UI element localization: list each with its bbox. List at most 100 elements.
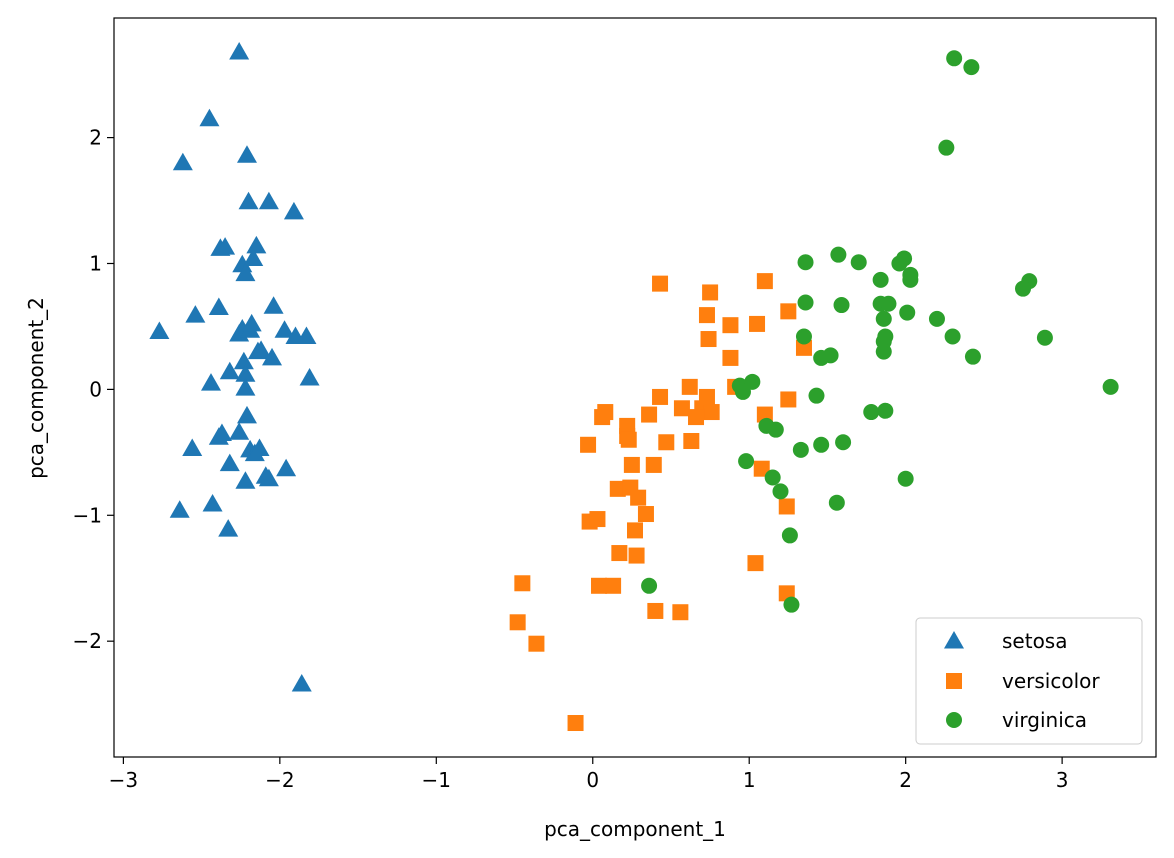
versicolor-point xyxy=(702,284,719,301)
legend-label-setosa: setosa xyxy=(1002,629,1067,653)
setosa-point xyxy=(291,673,312,692)
x-axis-label: pca_component_1 xyxy=(544,817,726,841)
versicolor-point xyxy=(672,604,689,621)
setosa-point xyxy=(149,321,170,339)
versicolor-point xyxy=(700,331,717,348)
setosa-point xyxy=(169,500,190,518)
virginica-point xyxy=(899,304,916,321)
legend: setosa versicolor virginica xyxy=(915,617,1143,745)
setosa-point xyxy=(235,364,256,382)
setosa-point xyxy=(296,326,317,345)
setosa-point xyxy=(299,368,320,386)
setosa-point xyxy=(185,305,206,323)
virginica-point xyxy=(738,453,755,470)
versicolor-point xyxy=(703,404,720,421)
virginica-point xyxy=(944,328,961,345)
versicolor-point xyxy=(594,409,611,426)
versicolor-point xyxy=(652,275,669,292)
virginica-point xyxy=(897,470,914,487)
virginica-point xyxy=(734,383,751,400)
x-tick-label: 3 xyxy=(1056,768,1069,792)
virginica-point xyxy=(835,434,852,451)
x-tick-label: 0 xyxy=(586,768,599,792)
versicolor-point xyxy=(688,409,705,426)
data-points xyxy=(149,41,1119,732)
versicolor-point xyxy=(580,436,597,453)
y-tick-label: −1 xyxy=(73,503,102,527)
setosa-point xyxy=(208,427,229,445)
versicolor-point xyxy=(611,545,628,562)
virginica-point xyxy=(1015,280,1032,297)
virginica-point xyxy=(863,404,880,421)
virginica-point xyxy=(797,254,814,271)
y-tick-label: 2 xyxy=(89,126,102,150)
virginica-point xyxy=(783,596,800,613)
x-tick-label: 1 xyxy=(743,768,756,792)
versicolor-point xyxy=(609,480,626,497)
virginica-point xyxy=(875,310,892,327)
virginica-point xyxy=(938,139,955,156)
legend-marker-versicolor xyxy=(946,673,962,689)
y-tick-label: 0 xyxy=(89,377,102,401)
setosa-point xyxy=(262,347,283,366)
virginica-point xyxy=(850,254,867,271)
plot-frame xyxy=(113,17,1157,758)
versicolor-point xyxy=(756,273,773,290)
virginica-point xyxy=(830,246,847,263)
versicolor-point xyxy=(698,307,715,324)
setosa-point xyxy=(236,405,257,424)
virginica-point xyxy=(964,348,981,365)
setosa-point xyxy=(229,41,250,60)
setosa-point xyxy=(258,468,279,487)
setosa-point xyxy=(246,235,267,254)
setosa-point xyxy=(233,351,254,370)
versicolor-point xyxy=(605,577,622,594)
legend-label-virginica: virginica xyxy=(1002,708,1087,732)
versicolor-point xyxy=(641,406,658,423)
versicolor-point xyxy=(780,391,797,408)
versicolor-point xyxy=(795,339,812,356)
setosa-point xyxy=(236,145,257,163)
x-tick-label: 2 xyxy=(899,768,912,792)
virginica-point xyxy=(813,436,830,453)
virginica-point xyxy=(875,343,892,360)
versicolor-point xyxy=(589,511,606,528)
versicolor-point xyxy=(658,434,675,451)
versicolor-point xyxy=(722,317,739,334)
legend-box xyxy=(915,617,1143,745)
legend-marker-setosa xyxy=(944,631,964,649)
versicolor-point xyxy=(780,303,797,320)
versicolor-point xyxy=(673,400,690,417)
versicolor-point xyxy=(681,378,698,395)
virginica-point xyxy=(828,494,845,511)
setosa-point xyxy=(238,191,259,210)
versicolor-point xyxy=(567,715,584,732)
setosa-point xyxy=(243,248,264,266)
setosa-point xyxy=(274,320,295,338)
versicolor-point xyxy=(652,388,669,405)
virginica-point xyxy=(641,577,658,594)
setosa-point xyxy=(258,191,279,210)
setosa-point xyxy=(235,471,256,489)
setosa-point xyxy=(182,438,203,457)
virginica-point xyxy=(795,328,812,345)
versicolor-point xyxy=(514,575,531,592)
setosa-point xyxy=(241,313,262,332)
setosa-point xyxy=(215,237,236,255)
virginica-point xyxy=(792,441,809,458)
versicolor-point xyxy=(627,522,643,539)
virginica-point xyxy=(767,421,784,438)
setosa-point xyxy=(199,108,220,127)
virginica-point xyxy=(880,295,897,312)
setosa-point xyxy=(235,378,256,396)
virginica-point xyxy=(928,310,945,327)
versicolor-point xyxy=(753,460,770,477)
virginica-point xyxy=(797,294,814,311)
y-tick-label: −2 xyxy=(73,629,102,653)
virginica-point xyxy=(1102,378,1119,395)
virginica-point xyxy=(781,527,798,544)
versicolor-point xyxy=(630,489,647,506)
setosa-point xyxy=(235,263,256,282)
versicolor-point xyxy=(528,635,545,652)
x-tick-label: −1 xyxy=(422,768,451,792)
